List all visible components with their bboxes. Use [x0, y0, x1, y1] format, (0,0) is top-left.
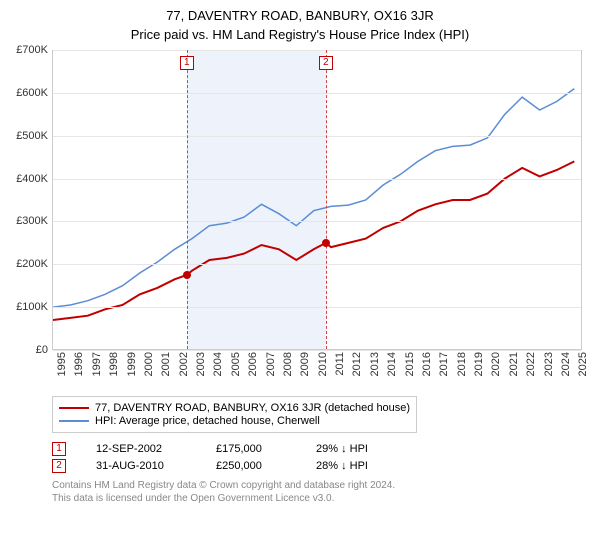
y-tick-label: £300K [16, 215, 48, 227]
x-tick-label: 2013 [369, 352, 381, 376]
gridline [53, 50, 581, 51]
series-line [53, 161, 574, 320]
series-line [53, 89, 574, 308]
x-tick-label: 2019 [473, 352, 485, 376]
x-tick-label: 1996 [73, 352, 85, 376]
x-tick-label: 1999 [126, 352, 138, 376]
gridline [53, 93, 581, 94]
gridline [53, 136, 581, 137]
x-tick-label: 2001 [160, 352, 172, 376]
x-tick-label: 2024 [560, 352, 572, 376]
y-axis: £0£100K£200K£300K£400K£500K£600K£700K [10, 50, 50, 350]
x-axis: 1995 1996 1997 1998 1999 2000 2001 2002 2003 2004… [52, 350, 582, 390]
y-tick-label: £500K [16, 130, 48, 142]
transaction-marker: 1 [52, 442, 66, 456]
x-tick-label: 2012 [351, 352, 363, 376]
x-tick-label: 2002 [178, 352, 190, 376]
transaction-price: £250,000 [216, 460, 286, 472]
transaction-delta: 28% ↓ HPI [316, 460, 368, 472]
x-tick-label: 1995 [56, 352, 68, 376]
transaction-dot [322, 239, 330, 247]
legend-item: HPI: Average price, detached house, Cher… [59, 415, 410, 427]
transaction-dot [183, 271, 191, 279]
y-tick-label: £700K [16, 44, 48, 56]
x-tick-label: 2003 [195, 352, 207, 376]
x-tick-label: 2025 [577, 352, 589, 376]
y-tick-label: £400K [16, 173, 48, 185]
x-tick-label: 2018 [456, 352, 468, 376]
gridline [53, 307, 581, 308]
transaction-delta: 29% ↓ HPI [316, 443, 368, 455]
x-tick-label: 2014 [386, 352, 398, 376]
y-tick-label: £600K [16, 87, 48, 99]
y-tick-label: £0 [36, 344, 48, 356]
x-tick-label: 2022 [525, 352, 537, 376]
x-tick-label: 2023 [543, 352, 555, 376]
footer-attribution: Contains HM Land Registry data © Crown c… [52, 479, 590, 505]
transaction-marker: 2 [52, 459, 66, 473]
x-tick-label: 2011 [334, 352, 346, 376]
x-tick-label: 2021 [508, 352, 520, 376]
y-tick-label: £200K [16, 258, 48, 270]
legend-swatch [59, 407, 89, 409]
x-tick-label: 2015 [404, 352, 416, 376]
x-tick-label: 2004 [212, 352, 224, 376]
transaction-price: £175,000 [216, 443, 286, 455]
marker-line [326, 50, 327, 349]
marker-badge: 2 [319, 56, 333, 70]
x-tick-label: 2006 [247, 352, 259, 376]
transactions-table: 1 12-SEP-2002 £175,000 29% ↓ HPI 2 31-AUG-201… [52, 442, 590, 473]
legend-label: HPI: Average price, detached house, Cher… [95, 415, 320, 427]
gridline [53, 221, 581, 222]
x-tick-label: 1998 [108, 352, 120, 376]
legend-item: 77, DAVENTRY ROAD, BANBURY, OX16 3JR (de… [59, 402, 410, 414]
legend-swatch [59, 420, 89, 422]
marker-line [187, 50, 188, 349]
x-tick-label: 2005 [230, 352, 242, 376]
footer-line: This data is licensed under the Open Gov… [52, 492, 590, 505]
x-tick-label: 2010 [317, 352, 329, 376]
x-tick-label: 2008 [282, 352, 294, 376]
chart-title: 77, DAVENTRY ROAD, BANBURY, OX16 3JR [10, 8, 590, 23]
transaction-row: 2 31-AUG-2010 £250,000 28% ↓ HPI [52, 459, 590, 473]
x-tick-label: 2017 [438, 352, 450, 376]
transaction-date: 12-SEP-2002 [96, 443, 186, 455]
gridline [53, 179, 581, 180]
x-tick-label: 2000 [143, 352, 155, 376]
marker-badge: 1 [180, 56, 194, 70]
legend-label: 77, DAVENTRY ROAD, BANBURY, OX16 3JR (de… [95, 402, 410, 414]
x-tick-label: 2016 [421, 352, 433, 376]
gridline [53, 264, 581, 265]
chart-container: 77, DAVENTRY ROAD, BANBURY, OX16 3JR Pri… [0, 0, 600, 513]
chart-area: £0£100K£200K£300K£400K£500K£600K£700K 12 [10, 50, 590, 350]
chart-subtitle: Price paid vs. HM Land Registry's House … [10, 27, 590, 42]
transaction-row: 1 12-SEP-2002 £175,000 29% ↓ HPI [52, 442, 590, 456]
x-tick-label: 2009 [299, 352, 311, 376]
transaction-date: 31-AUG-2010 [96, 460, 186, 472]
legend: 77, DAVENTRY ROAD, BANBURY, OX16 3JR (de… [52, 396, 417, 433]
plot-area: 12 [52, 50, 582, 350]
y-tick-label: £100K [16, 301, 48, 313]
footer-line: Contains HM Land Registry data © Crown c… [52, 479, 590, 492]
x-tick-label: 1997 [91, 352, 103, 376]
x-tick-label: 2007 [265, 352, 277, 376]
line-layer [53, 50, 583, 350]
x-tick-label: 2020 [490, 352, 502, 376]
